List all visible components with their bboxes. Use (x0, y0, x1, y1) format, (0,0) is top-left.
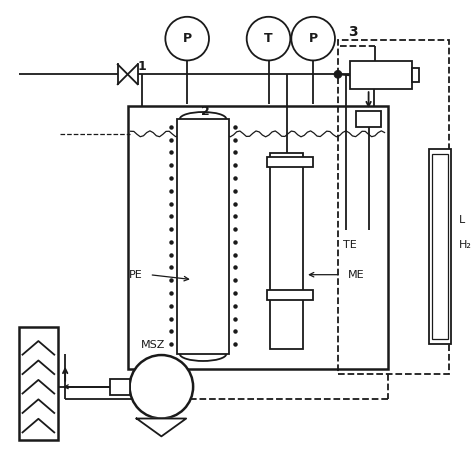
Bar (338, 40, 449, 374)
Bar (429, 149, 451, 344)
Bar (18, 327, 58, 440)
Bar (266, 290, 313, 300)
Bar (110, 379, 130, 395)
Bar (266, 156, 313, 166)
Bar (356, 111, 382, 127)
Circle shape (130, 355, 193, 419)
Circle shape (165, 17, 209, 61)
Polygon shape (137, 419, 186, 437)
Text: P: P (309, 32, 318, 45)
Bar (350, 62, 412, 89)
Text: 3: 3 (348, 25, 357, 39)
Bar (177, 119, 229, 354)
Bar (271, 153, 303, 349)
Bar (128, 106, 388, 369)
Polygon shape (118, 74, 137, 84)
Text: L: L (459, 215, 465, 225)
Circle shape (292, 17, 335, 61)
Bar (412, 68, 419, 82)
Text: 1: 1 (137, 60, 146, 73)
Text: T: T (264, 32, 273, 45)
Text: P: P (182, 32, 192, 45)
Circle shape (334, 70, 342, 78)
Polygon shape (118, 64, 137, 74)
Text: H₂: H₂ (459, 240, 472, 250)
Circle shape (246, 17, 291, 61)
Text: TE: TE (343, 240, 356, 250)
Text: ME: ME (348, 270, 365, 280)
Text: MSZ: MSZ (141, 340, 165, 350)
Bar (432, 154, 448, 339)
Text: 2: 2 (201, 105, 210, 118)
Text: PE: PE (129, 270, 143, 280)
